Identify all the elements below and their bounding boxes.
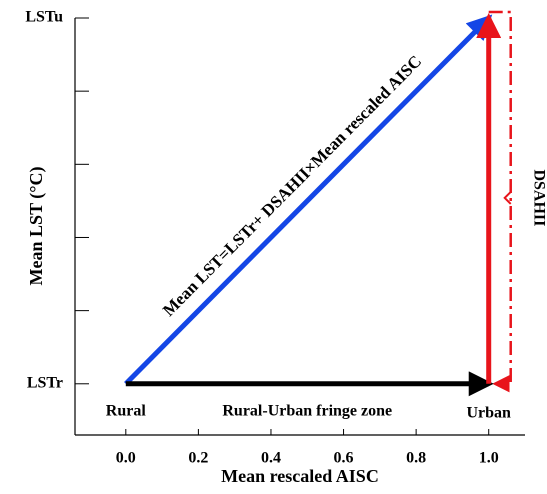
- equation-label: Mean LST=LSTr+ DSAHII×Mean rescaled AISC: [159, 52, 425, 320]
- fringe-label: Rural-Urban fringe zone: [222, 402, 392, 419]
- x-tick-label: 0.6: [334, 450, 354, 467]
- y-axis-title: Mean LST (°C): [26, 167, 47, 286]
- x-axis-title: Mean rescaled AISC: [221, 466, 379, 486]
- bracket-notch: [503, 191, 512, 205]
- y-tick-label: LSTu: [25, 9, 63, 26]
- x-tick-label: 0.0: [116, 450, 136, 467]
- x-tick-label: 0.2: [188, 450, 208, 467]
- arrow-line: [124, 14, 493, 386]
- dsahii-label: DSAHII: [530, 169, 547, 226]
- x-tick-label: 0.4: [261, 450, 281, 467]
- x-tick-label: 0.8: [406, 450, 426, 467]
- y-tick-label: LSTr: [27, 374, 63, 391]
- dsahii-bracket: [488, 10, 512, 393]
- urban-label: Urban: [466, 404, 511, 421]
- x-tick-label: 1.0: [479, 450, 499, 467]
- rural-label: Rural: [106, 402, 147, 419]
